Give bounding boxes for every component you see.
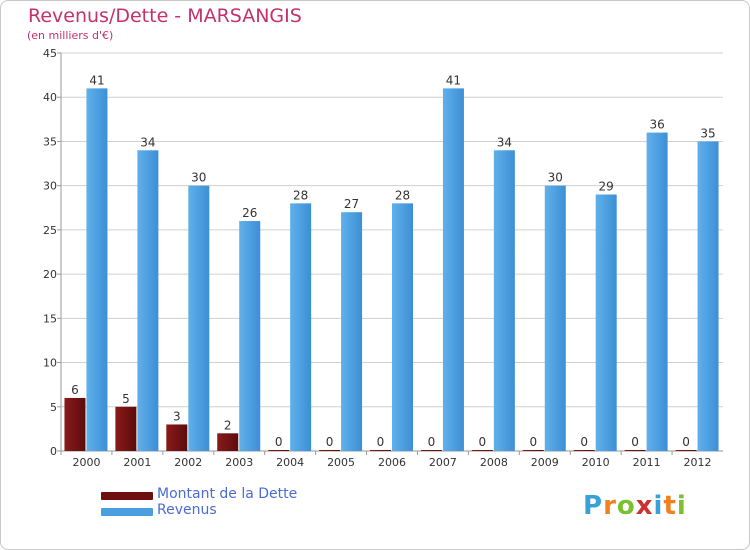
- logo-letter: t: [663, 491, 677, 521]
- bar-dette: [471, 450, 493, 451]
- value-label-dette: 0: [580, 435, 588, 449]
- value-label-dette: 0: [682, 435, 690, 449]
- bar-dette: [675, 450, 697, 451]
- value-label-revenus: 41: [89, 73, 104, 87]
- y-tick-label: 15: [43, 312, 57, 325]
- value-label-revenus: 36: [649, 118, 664, 132]
- x-tick-label: 2001: [123, 456, 151, 469]
- bar-dette: [217, 433, 239, 451]
- proxiti-logo: Proxiti: [583, 491, 687, 521]
- bar-revenus: [137, 150, 159, 452]
- x-tick-label: 2008: [480, 456, 508, 469]
- x-tick-label: 2012: [684, 456, 712, 469]
- value-label-revenus: 28: [395, 188, 410, 202]
- bar-dette: [420, 450, 442, 451]
- bar-dette: [319, 450, 341, 451]
- value-label-dette: 6: [71, 383, 79, 397]
- logo-letter: x: [635, 491, 654, 521]
- value-label-dette: 2: [224, 418, 232, 432]
- bar-revenus: [86, 88, 108, 451]
- value-label-dette: 0: [377, 435, 385, 449]
- logo-letter: o: [616, 491, 636, 521]
- bar-revenus: [493, 150, 515, 452]
- value-label-revenus: 29: [599, 180, 614, 194]
- bar-revenus: [697, 141, 719, 451]
- logo-letter: P: [583, 491, 604, 521]
- legend-swatch-revenus: [101, 508, 153, 516]
- x-tick-label: 2000: [72, 456, 100, 469]
- legend-label-dette: Montant de la Dette: [157, 486, 298, 502]
- x-tick-label: 2011: [633, 456, 661, 469]
- value-label-dette: 0: [275, 435, 283, 449]
- y-tick-label: 45: [43, 47, 57, 60]
- bar-revenus: [544, 185, 566, 451]
- value-label-dette: 0: [428, 435, 436, 449]
- bar-revenus: [392, 203, 413, 451]
- bar-revenus: [646, 132, 668, 451]
- x-tick-label: 2009: [531, 456, 559, 469]
- chart-subtitle: (en milliers d'€): [27, 29, 114, 42]
- value-label-revenus: 30: [548, 171, 563, 185]
- value-label-dette: 0: [529, 435, 537, 449]
- bar-revenus: [595, 194, 617, 451]
- value-label-revenus: 41: [446, 73, 461, 87]
- y-tick-label: 35: [43, 135, 57, 148]
- value-label-dette: 5: [122, 392, 130, 406]
- y-tick-label: 10: [43, 357, 57, 370]
- x-tick-label: 2010: [582, 456, 610, 469]
- bar-dette: [64, 397, 86, 451]
- bar-dette: [115, 406, 137, 451]
- x-tick-label: 2007: [429, 456, 457, 469]
- value-label-revenus: 35: [700, 126, 715, 140]
- bar-dette: [624, 450, 646, 451]
- value-label-revenus: 28: [293, 188, 308, 202]
- bar-revenus: [290, 203, 312, 451]
- bar-revenus: [239, 221, 261, 451]
- bar-dette: [370, 450, 391, 451]
- y-tick-label: 40: [43, 91, 57, 104]
- chart-title: Revenus/Dette - MARSANGIS: [28, 5, 302, 27]
- x-tick-label: 2006: [378, 456, 406, 469]
- value-label-revenus: 27: [344, 197, 359, 211]
- bar-revenus: [341, 212, 363, 451]
- value-label-dette: 3: [173, 409, 181, 423]
- x-tick-label: 2005: [327, 456, 355, 469]
- x-tick-label: 2002: [174, 456, 202, 469]
- bar-dette: [573, 450, 595, 451]
- y-tick-label: 30: [43, 180, 57, 193]
- bar-dette: [268, 450, 290, 451]
- legend-swatch-dette: [101, 492, 153, 500]
- bar-dette: [522, 450, 544, 451]
- x-tick-label: 2004: [276, 456, 304, 469]
- value-label-revenus: 34: [497, 135, 512, 149]
- y-tick-label: 0: [50, 445, 57, 458]
- logo-letter: i: [676, 491, 687, 521]
- bar-revenus: [188, 185, 210, 451]
- value-label-revenus: 26: [242, 206, 257, 220]
- y-tick-label: 25: [43, 224, 57, 237]
- bar-dette: [166, 424, 188, 451]
- legend-label-revenus: Revenus: [157, 502, 217, 518]
- value-label-revenus: 34: [140, 135, 155, 149]
- value-label-dette: 0: [326, 435, 334, 449]
- logo-letter: r: [603, 491, 617, 521]
- y-tick-label: 5: [50, 401, 57, 414]
- logo-letter: i: [653, 491, 664, 521]
- value-label-dette: 0: [479, 435, 487, 449]
- bar-revenus: [442, 88, 464, 451]
- value-label-revenus: 30: [191, 171, 206, 185]
- value-label-dette: 0: [631, 435, 639, 449]
- x-tick-label: 2003: [225, 456, 253, 469]
- y-tick-label: 20: [43, 268, 57, 281]
